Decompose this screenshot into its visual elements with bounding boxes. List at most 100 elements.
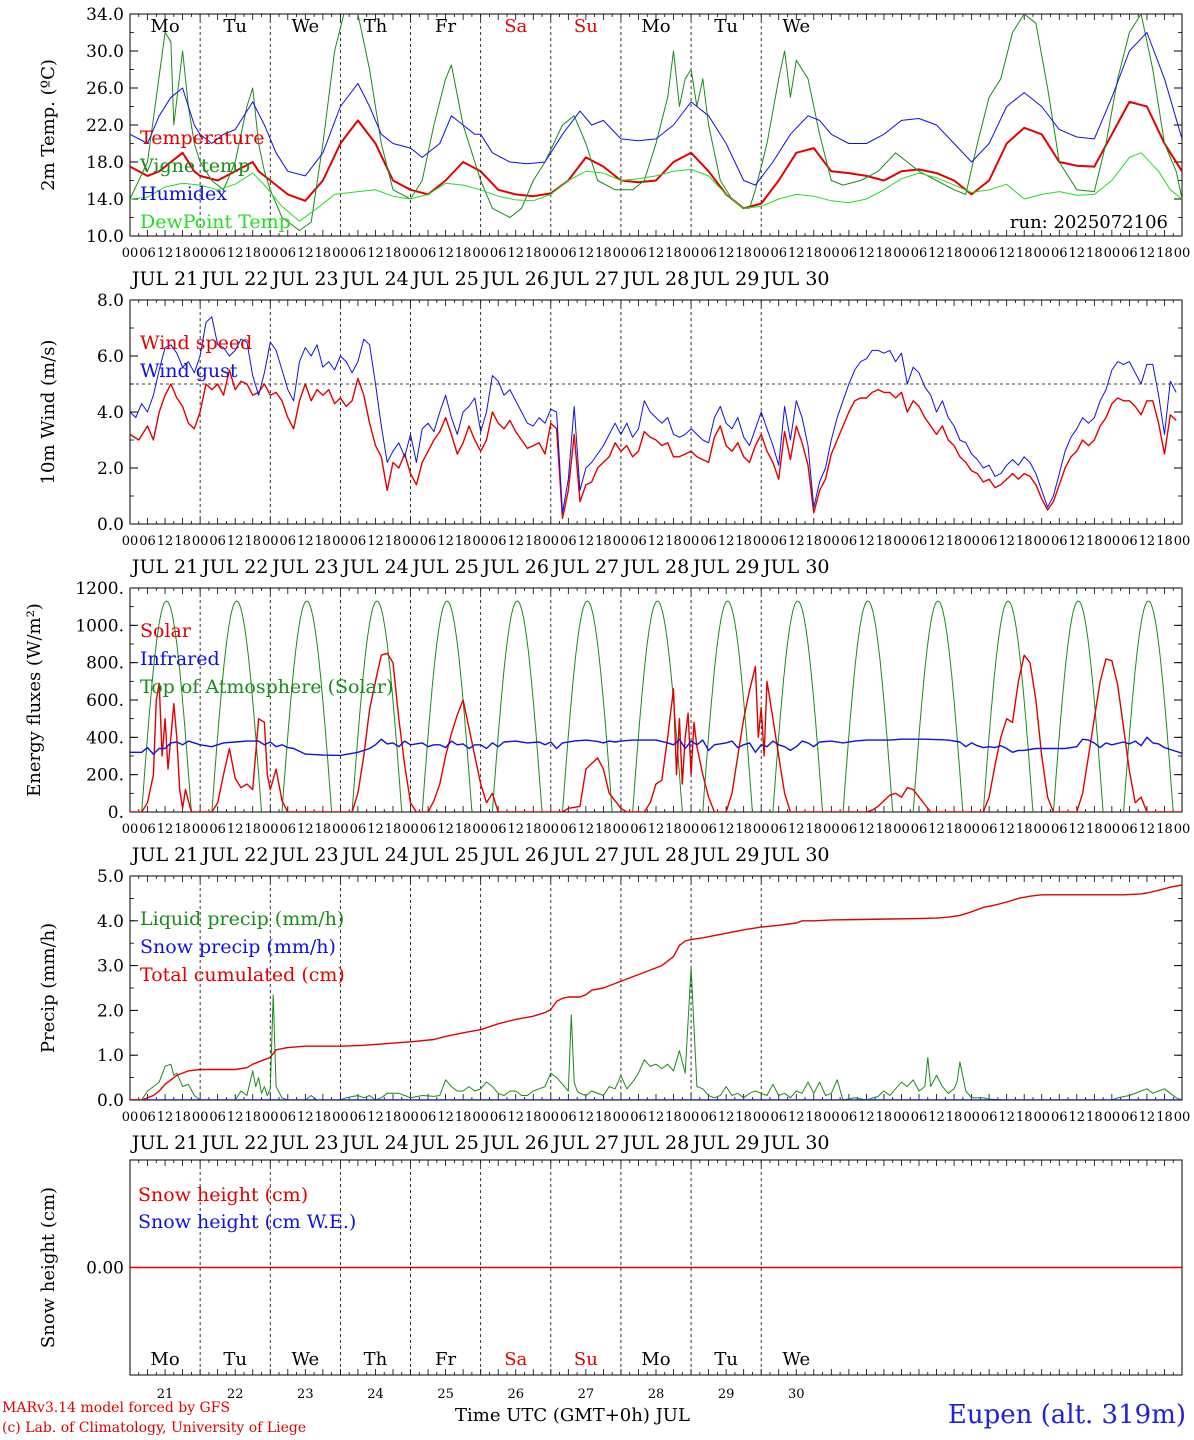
hour-tick-label: 12 [227, 822, 244, 837]
hour-tick-label: 06 [420, 1110, 437, 1125]
day-label: Tu [223, 1349, 247, 1370]
date-label: JUL 29 [691, 268, 759, 290]
date-label: JUL 24 [340, 844, 408, 866]
hour-tick-label: 18 [455, 822, 472, 837]
hour-tick-label: 06 [841, 534, 858, 549]
hour-tick-label: 06 [209, 1110, 226, 1125]
series-line-total-cumulated-cm [130, 884, 1182, 1100]
hour-tick-label: 00 [122, 1110, 139, 1125]
hour-tick-label: 12 [998, 822, 1015, 837]
date-number-label: 24 [367, 1387, 384, 1402]
hour-tick-label: 12 [858, 534, 875, 549]
hour-tick-label: 12 [1069, 822, 1086, 837]
hour-tick-label: 00 [192, 822, 209, 837]
hour-tick-label: 00 [1104, 534, 1121, 549]
hour-tick-label: 00 [122, 822, 139, 837]
hour-tick-label: 00 [823, 1110, 840, 1125]
hour-tick-label: 00 [472, 246, 489, 261]
hour-tick-label: 06 [911, 1110, 928, 1125]
hour-tick-label: 06 [911, 246, 928, 261]
hour-tick-label: 06 [490, 1110, 507, 1125]
hour-tick-label: 18 [1086, 1110, 1103, 1125]
hour-tick-label: 18 [735, 1110, 752, 1125]
hour-tick-label: 12 [507, 822, 524, 837]
copyright-credit: (c) Lab. of Climatology, University of L… [2, 1420, 307, 1436]
date-label: JUL 26 [480, 1132, 548, 1154]
hour-tick-label: 06 [700, 246, 717, 261]
panel-snow: 0.00 Snow height (cm) Snow height (cm) Snow… [38, 1159, 1183, 1402]
hour-tick-label: 00 [893, 1110, 910, 1125]
y-tick-label: 800. [86, 654, 124, 674]
series-group [130, 316, 1177, 520]
date-number-label: 25 [437, 1387, 454, 1402]
plot-frame [129, 13, 1183, 237]
hour-tick-label: 00 [332, 1110, 349, 1125]
hour-tick-label: 12 [788, 246, 805, 261]
hour-tick-label: 12 [788, 534, 805, 549]
y-tick-label: 6.0 [97, 347, 124, 367]
hour-tick-label: 12 [1139, 534, 1156, 549]
hour-tick-label: 18 [595, 1110, 612, 1125]
hour-tick-label: 18 [1016, 246, 1033, 261]
run-annotation: run: 2025072106 [1010, 212, 1168, 233]
hour-tick-label: 06 [700, 1110, 717, 1125]
hour-tick-label: 12 [507, 534, 524, 549]
hour-tick-label: 18 [315, 534, 332, 549]
series-group [130, 884, 1182, 1100]
hour-tick-label: 18 [525, 246, 542, 261]
date-label: JUL 30 [761, 844, 829, 866]
hour-tick-label: 12 [578, 1110, 595, 1125]
hour-tick-label: 12 [928, 822, 945, 837]
hour-tick-label: 18 [1156, 1110, 1173, 1125]
hour-tick-label: 00 [1174, 822, 1191, 837]
hour-tick-label: 06 [911, 822, 928, 837]
series-line-toa-solar [141, 600, 1174, 812]
hour-tick-label: 06 [420, 534, 437, 549]
hour-tick-label: 06 [630, 534, 647, 549]
hour-tick-label: 06 [981, 246, 998, 261]
hour-tick-label: 18 [876, 534, 893, 549]
legend-entry: Wind speed [140, 332, 252, 354]
hour-tick-label: 12 [227, 246, 244, 261]
hour-tick-label: 18 [665, 246, 682, 261]
day-label: Su [574, 1349, 598, 1370]
hour-tick-label: 12 [998, 534, 1015, 549]
hour-tick-label: 00 [402, 822, 419, 837]
hour-tick-label: 12 [998, 1110, 1015, 1125]
hour-tick-label: 18 [1016, 822, 1033, 837]
date-label: JUL 26 [480, 268, 548, 290]
hour-tick-label: 18 [806, 1110, 823, 1125]
hour-tick-label: 18 [174, 822, 191, 837]
hour-tick-label: 12 [297, 534, 314, 549]
date-label: JUL 28 [621, 268, 689, 290]
date-label: JUL 30 [761, 1132, 829, 1154]
date-label: JUL 23 [270, 268, 338, 290]
day-label: Sa [504, 16, 527, 37]
hour-tick-label: 12 [648, 1110, 665, 1125]
hour-tick-label: 18 [595, 246, 612, 261]
y-tick-label: 3.0 [97, 957, 124, 977]
hour-tick-label: 12 [578, 822, 595, 837]
hour-tick-label: 00 [472, 534, 489, 549]
hour-tick-label: 00 [332, 822, 349, 837]
hour-tick-label: 18 [806, 246, 823, 261]
series-line-infrared [130, 736, 1182, 757]
date-label: JUL 25 [410, 844, 478, 866]
hour-tick-label: 00 [192, 1110, 209, 1125]
hour-tick-label: 00 [262, 246, 279, 261]
date-label: JUL 22 [200, 556, 268, 578]
hour-tick-label: 06 [700, 822, 717, 837]
date-label: JUL 21 [130, 844, 198, 866]
y-axis-label: Precip (mm/h) [38, 923, 59, 1053]
date-number-label: 21 [157, 1387, 174, 1402]
legend-entry: Temperature [140, 127, 264, 149]
hour-tick-label: 18 [244, 534, 261, 549]
day-label: Sa [504, 1349, 527, 1370]
hour-tick-label: 18 [876, 1110, 893, 1125]
hour-tick-label: 06 [911, 534, 928, 549]
legend-entry: Humidex [140, 183, 227, 205]
y-axis-label: 10m Wind (m/s) [38, 340, 59, 485]
hour-tick-label: 06 [350, 822, 367, 837]
date-number-label: 29 [718, 1387, 735, 1402]
hour-tick-label: 12 [1139, 246, 1156, 261]
